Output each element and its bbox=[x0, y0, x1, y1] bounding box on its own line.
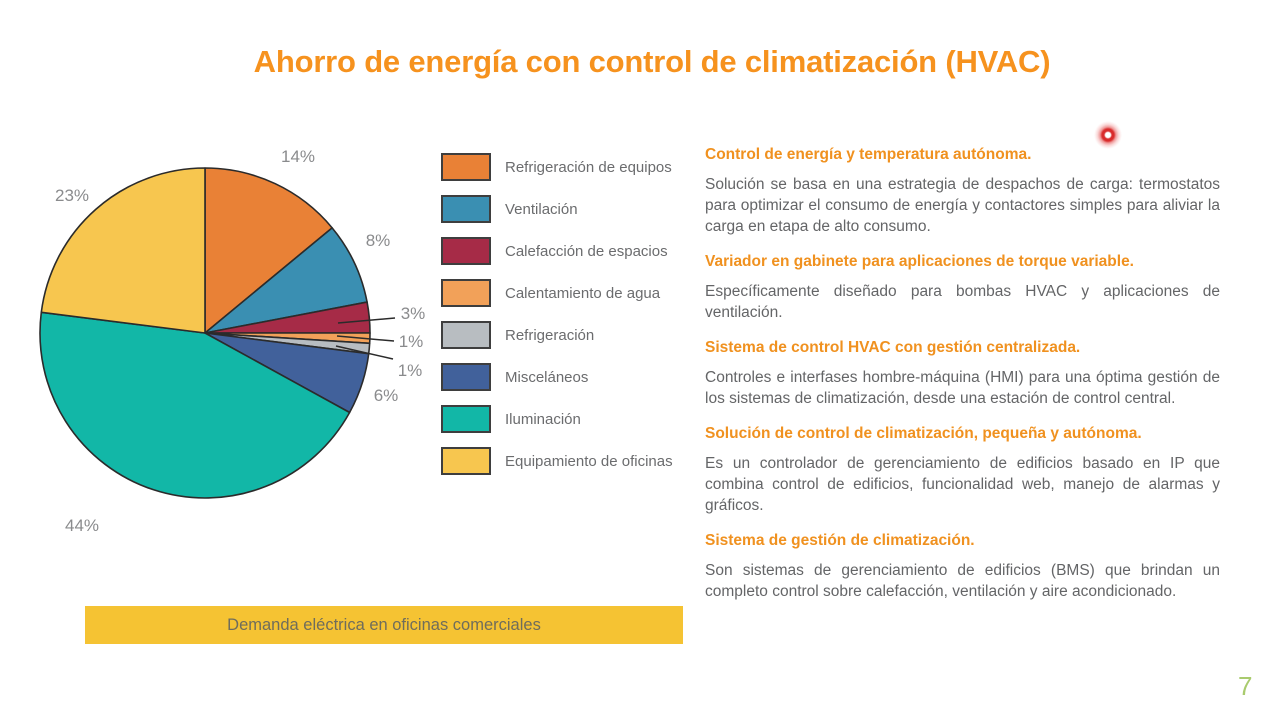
legend-item: Ventilación bbox=[441, 195, 673, 223]
section-heading: Variador en gabinete para aplicaciones d… bbox=[705, 253, 1134, 270]
laser-pointer-dot bbox=[1094, 121, 1122, 149]
section-body: Es un controlador de gerenciamiento de e… bbox=[705, 455, 1220, 514]
section-heading: Solución de control de climatización, pe… bbox=[705, 425, 1142, 442]
section-heading: Sistema de control HVAC con gestión cent… bbox=[705, 339, 1081, 356]
slide-title: Ahorro de energía con control de climati… bbox=[253, 44, 1051, 79]
legend-swatch-icon bbox=[441, 153, 491, 181]
pie-label-equipamiento-oficinas: 23% bbox=[54, 186, 90, 205]
section-heading: Sistema de gestión de climatización. bbox=[705, 532, 975, 549]
content-column: Control de energía y temperatura autónom… bbox=[705, 146, 1220, 602]
pie-label-iluminacion: 44% bbox=[64, 516, 100, 535]
legend-label: Refrigeración de equipos bbox=[505, 158, 672, 176]
legend-label: Iluminación bbox=[505, 410, 581, 428]
legend-item: Calentamiento de agua bbox=[441, 279, 673, 307]
section-body: Específicamente diseñado para bombas HVA… bbox=[705, 283, 1220, 321]
pie-label-refrigeracion-equipos: 14% bbox=[280, 147, 316, 166]
legend-item: Iluminación bbox=[441, 405, 673, 433]
pie-label-calentamiento-agua: 1% bbox=[398, 332, 424, 351]
legend-label: Equipamiento de oficinas bbox=[505, 452, 673, 470]
section-body: Controles e interfases hombre-máquina (H… bbox=[705, 369, 1220, 407]
legend-swatch-icon bbox=[441, 321, 491, 349]
pie-chart bbox=[39, 167, 396, 499]
legend-swatch-icon bbox=[441, 237, 491, 265]
leader-lines bbox=[335, 317, 396, 360]
legend-swatch-icon bbox=[441, 363, 491, 391]
section-heading: Control de energía y temperatura autónom… bbox=[705, 146, 1032, 163]
legend-swatch-icon bbox=[441, 195, 491, 223]
section-body: Son sistemas de gerenciamiento de edific… bbox=[705, 562, 1220, 600]
legend-swatch-icon bbox=[441, 279, 491, 307]
legend-label: Calentamiento de agua bbox=[505, 284, 661, 302]
legend-label: Calefacción de espacios bbox=[505, 242, 668, 260]
legend-item: Refrigeración de equipos bbox=[441, 153, 673, 181]
pie-label-ventilacion: 8% bbox=[365, 231, 391, 250]
legend-item: Misceláneos bbox=[441, 363, 673, 391]
pie-legend: Refrigeración de equipos Ventilación Cal… bbox=[441, 153, 673, 475]
legend-item: Refrigeración bbox=[441, 321, 673, 349]
pie-label-calefaccion-espacios: 3% bbox=[400, 304, 426, 323]
legend-item: Equipamiento de oficinas bbox=[441, 447, 673, 475]
pie-slices bbox=[39, 167, 371, 499]
legend-label: Misceláneos bbox=[505, 368, 589, 386]
legend-swatch-icon bbox=[441, 447, 491, 475]
pie-label-refrigeracion: 1% bbox=[397, 361, 423, 380]
section-body: Solución se basa en una estrategia de de… bbox=[705, 176, 1220, 235]
legend-label: Refrigeración bbox=[505, 326, 595, 344]
legend-item: Calefacción de espacios bbox=[441, 237, 673, 265]
legend-swatch-icon bbox=[441, 405, 491, 433]
legend-label: Ventilación bbox=[505, 200, 578, 218]
pie-label-miscelaneos: 6% bbox=[373, 386, 399, 405]
page-number: 7 bbox=[1238, 671, 1253, 701]
chart-caption-banner: Demanda eléctrica en oficinas comerciale… bbox=[85, 606, 683, 644]
